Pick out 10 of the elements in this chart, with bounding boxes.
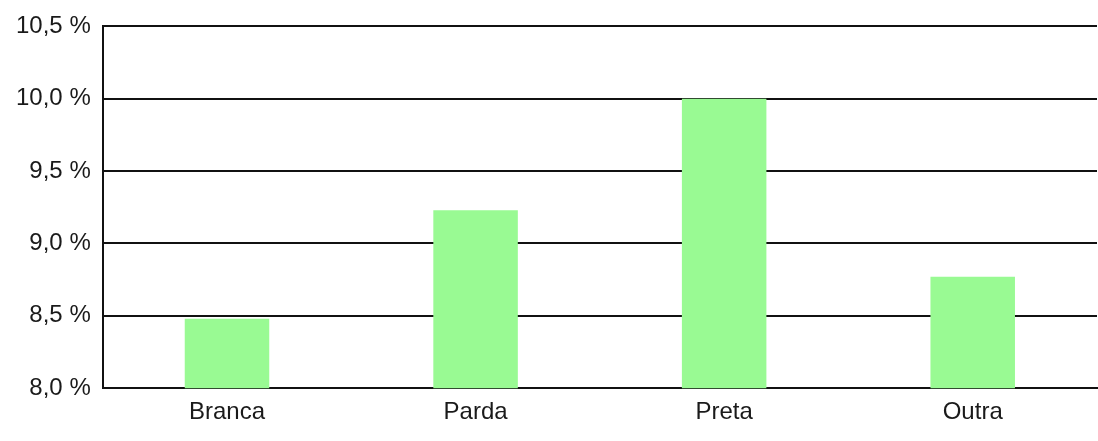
y-tick-label: 10,0 % bbox=[16, 83, 91, 111]
y-tick-label: 10,5 % bbox=[16, 11, 91, 39]
y-tick-label: 9,5 % bbox=[29, 155, 91, 183]
x-tick-label: Outra bbox=[942, 397, 1004, 425]
y-tick-label: 9,0 % bbox=[29, 228, 91, 256]
x-tick-label: Preta bbox=[695, 397, 754, 425]
x-tick-label: Parda bbox=[443, 397, 509, 425]
y-tick-label: 8,0 % bbox=[29, 372, 91, 400]
x-tick-label: Branca bbox=[188, 397, 266, 425]
y-tick-label: 8,5 % bbox=[29, 300, 91, 328]
